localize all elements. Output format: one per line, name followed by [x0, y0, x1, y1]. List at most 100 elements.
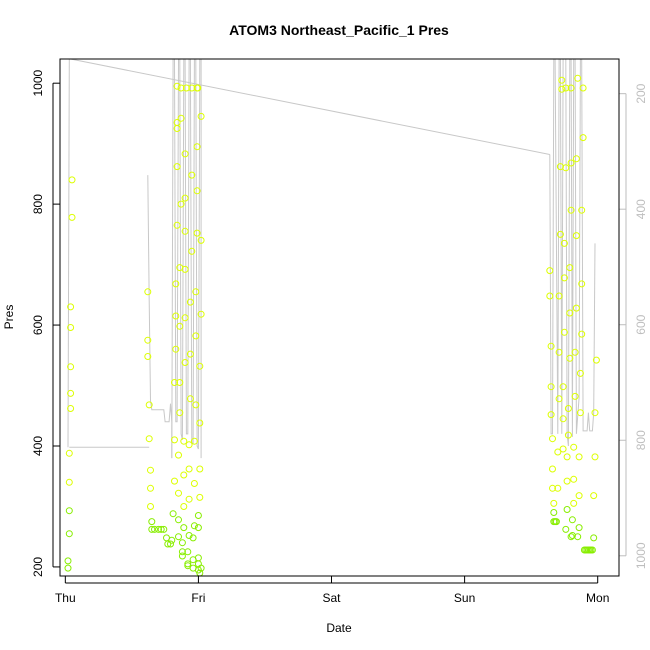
data-point	[196, 465, 204, 473]
data-point	[575, 524, 583, 532]
data-point	[144, 288, 152, 296]
chart-title: ATOM3 Northeast_Pacific_1 Pres	[229, 22, 449, 38]
data-point	[555, 395, 563, 403]
data-point	[547, 342, 555, 350]
data-point	[173, 163, 181, 171]
data-point	[192, 401, 200, 409]
data-point	[190, 437, 198, 445]
data-point	[563, 477, 571, 485]
data-point	[559, 445, 567, 453]
data-point	[571, 392, 579, 400]
data-point	[546, 292, 554, 300]
data-point	[197, 310, 205, 318]
plot-frame	[59, 58, 620, 577]
data-point	[558, 85, 566, 93]
pressure-line-segment	[549, 58, 596, 447]
data-point	[566, 354, 574, 362]
data-point	[575, 453, 583, 461]
data-point	[590, 492, 598, 500]
data-point	[176, 409, 184, 417]
data-point	[148, 525, 156, 533]
x-tick-label: Sun	[454, 591, 475, 605]
data-point	[196, 493, 204, 501]
data-point	[567, 533, 575, 541]
data-point	[554, 484, 562, 492]
data-point	[171, 477, 178, 485]
data-point	[176, 379, 184, 386]
data-point	[560, 274, 568, 282]
y-tick-label: 200	[31, 557, 45, 577]
data-point	[194, 512, 202, 519]
data-point	[188, 247, 196, 255]
data-point	[549, 484, 556, 492]
data-point	[592, 356, 600, 364]
data-point	[65, 478, 73, 486]
data-point	[182, 84, 190, 92]
data-point	[572, 304, 580, 312]
data-point	[64, 564, 72, 572]
data-point	[197, 236, 205, 244]
pressure-line-segment	[70, 58, 550, 155]
data-point	[65, 449, 73, 457]
data-point	[564, 431, 572, 439]
data-point	[588, 546, 596, 554]
data-point	[579, 84, 587, 92]
y2-tick-label: 800	[634, 430, 648, 450]
y-axis-label: Pres	[2, 305, 16, 330]
data-point	[550, 499, 558, 507]
data-point	[178, 548, 186, 556]
data-point	[196, 419, 204, 427]
data-point	[591, 453, 599, 461]
data-point	[178, 552, 186, 560]
data-point	[567, 84, 575, 92]
data-point	[186, 350, 194, 358]
data-point	[562, 84, 570, 92]
y2-tick-label: 1000	[634, 542, 648, 569]
x-tick-label: Sat	[323, 591, 342, 605]
data-point	[562, 164, 570, 172]
data-point	[147, 466, 154, 474]
y-tick-label: 600	[31, 315, 45, 335]
data-point	[564, 405, 572, 412]
data-point	[574, 74, 582, 82]
data-point	[65, 530, 73, 538]
data-point	[147, 503, 154, 510]
y2-tick-label: 200	[634, 83, 648, 103]
data-point	[173, 119, 181, 126]
data-point	[570, 443, 578, 451]
data-point	[567, 159, 575, 167]
data-point	[186, 298, 194, 306]
data-point	[189, 534, 197, 542]
data-point	[563, 506, 571, 513]
data-point	[147, 484, 154, 492]
data-point	[171, 436, 178, 444]
data-point	[549, 465, 556, 473]
data-point	[566, 309, 574, 317]
data-point	[67, 303, 75, 311]
data-point	[194, 524, 202, 532]
data-point	[193, 143, 201, 151]
data-point	[64, 557, 72, 565]
data-point	[578, 280, 586, 288]
point-series	[64, 74, 600, 577]
data-point	[67, 405, 75, 412]
data-point	[185, 465, 193, 473]
data-point	[172, 280, 180, 288]
data-point	[554, 448, 562, 456]
data-point	[550, 509, 558, 516]
data-point	[558, 76, 566, 84]
data-point	[181, 194, 189, 202]
data-point	[549, 435, 556, 443]
data-point	[148, 518, 156, 526]
data-point	[177, 200, 185, 208]
data-point	[181, 359, 189, 366]
data-point	[197, 564, 205, 572]
data-point	[167, 540, 174, 548]
data-point	[572, 155, 580, 163]
data-point	[186, 395, 194, 403]
data-point	[164, 540, 172, 548]
data-point	[151, 525, 158, 533]
data-point	[184, 548, 192, 556]
data-point	[65, 507, 73, 515]
x-tick-label: Fri	[191, 591, 205, 605]
